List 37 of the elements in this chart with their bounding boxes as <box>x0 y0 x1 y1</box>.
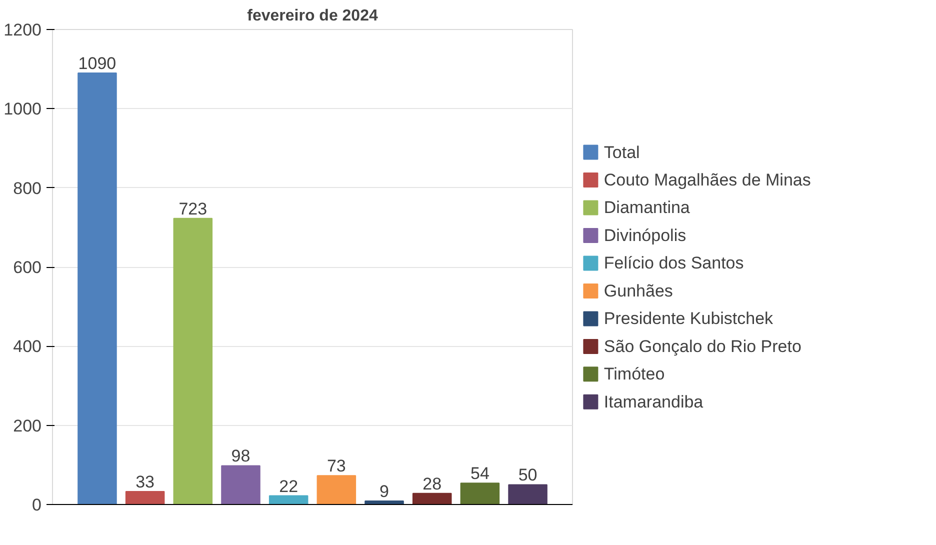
data-label: 9 <box>380 482 389 501</box>
legend-label: Presidente Kubistchek <box>604 309 774 328</box>
bar <box>125 490 165 504</box>
data-label: 28 <box>422 474 442 494</box>
bar <box>268 495 308 504</box>
legend-label: Timóteo <box>604 364 665 384</box>
data-label: 723 <box>178 199 208 218</box>
bar <box>221 465 260 504</box>
bar <box>508 484 548 504</box>
bar <box>78 72 117 504</box>
data-label: 50 <box>518 466 538 485</box>
legend-label: Diamantina <box>604 198 690 218</box>
legend-label: Gunhães <box>604 281 673 300</box>
bar <box>316 475 356 504</box>
data-label: 54 <box>470 464 490 484</box>
legend-label: Total <box>604 142 640 162</box>
y-tick-label: 1000 <box>4 100 42 119</box>
y-tick-label: 1200 <box>4 20 42 40</box>
legend-label: Felício dos Santos <box>604 254 744 273</box>
legend-label: Itamarandiba <box>604 392 704 412</box>
legend-label: Divinópolis <box>604 226 686 245</box>
y-tick-label: 600 <box>13 258 42 277</box>
legend-label: São Gonçalo do Rio Preto <box>604 336 802 356</box>
data-label: 98 <box>231 446 250 466</box>
data-label: 22 <box>279 476 298 496</box>
legend-label: Couto Magalhães de Minas <box>604 170 811 190</box>
y-tick-label: 0 <box>32 496 42 514</box>
data-label: 1090 <box>78 54 116 74</box>
bar <box>173 218 213 504</box>
y-tick-label: 200 <box>13 416 42 436</box>
y-tick-label: 800 <box>13 178 42 198</box>
chart-title: fevereiro de 2024 <box>247 8 378 24</box>
data-label: 73 <box>326 456 346 476</box>
data-label: 33 <box>136 472 155 492</box>
y-tick-label: 400 <box>13 337 42 356</box>
bar <box>460 482 500 504</box>
bar <box>412 492 452 504</box>
